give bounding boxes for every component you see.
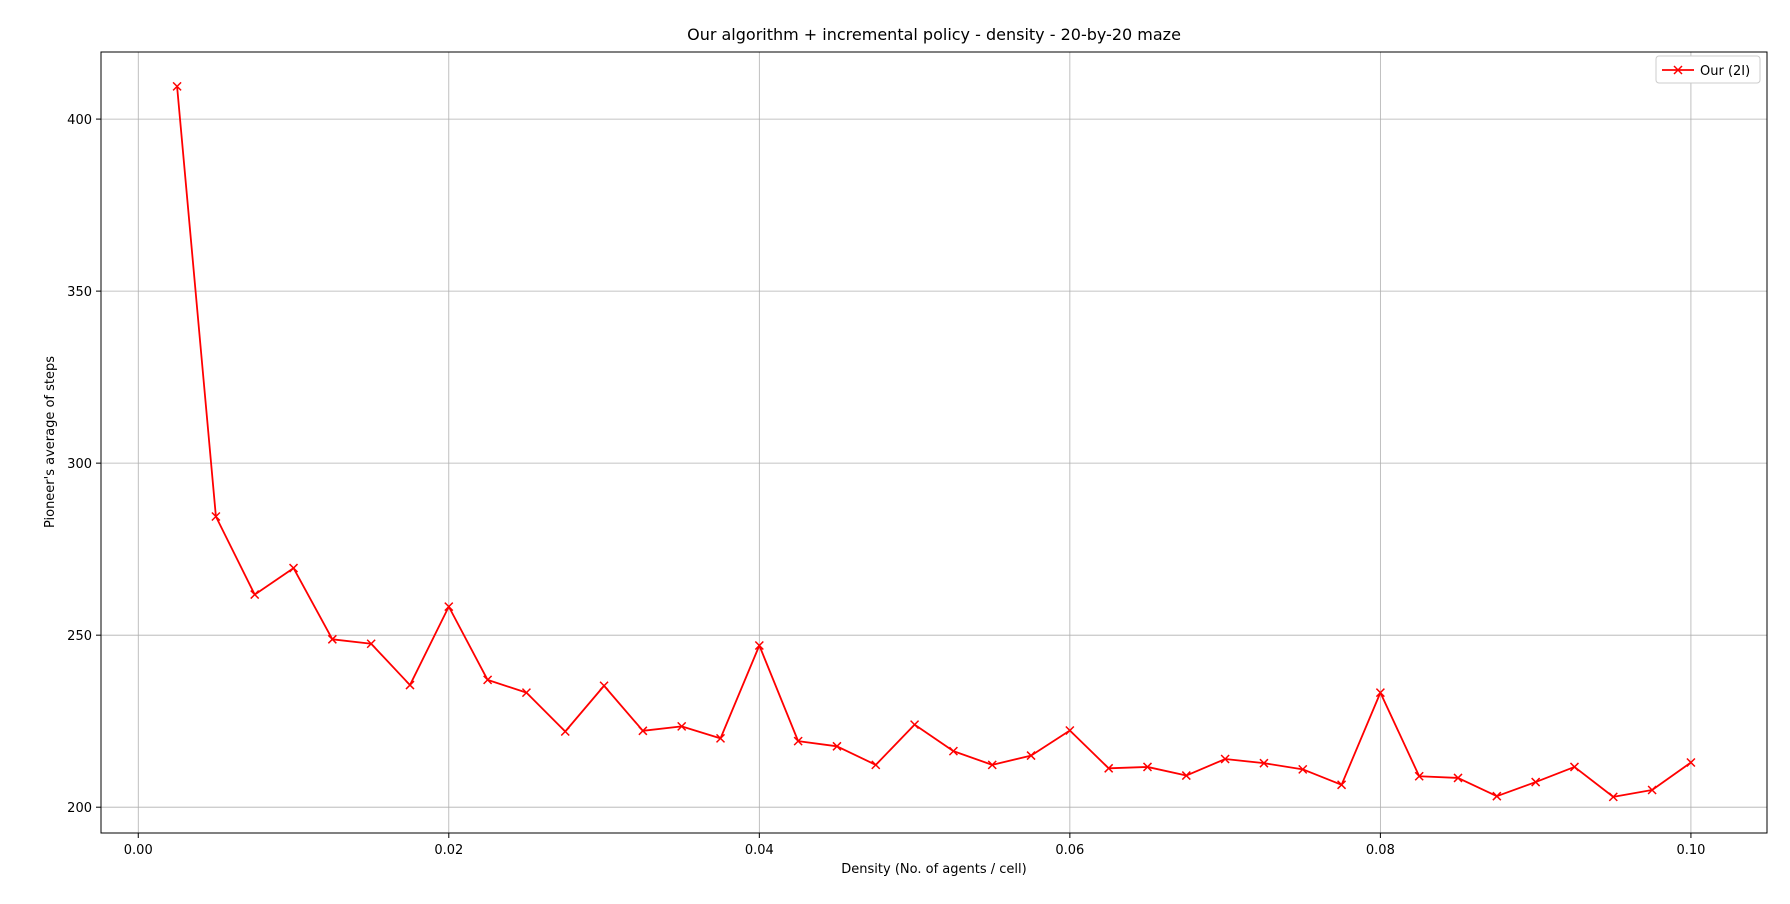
legend-label: Our (2I) xyxy=(1700,64,1750,79)
data-point-marker xyxy=(832,741,842,751)
x-tick-label: 0.06 xyxy=(1055,843,1084,858)
series-layer xyxy=(172,81,1696,802)
data-point-marker xyxy=(599,681,609,691)
data-point-marker xyxy=(288,563,299,573)
data-point-marker xyxy=(1220,754,1230,764)
data-point-marker xyxy=(1608,792,1618,802)
y-tick-label: 400 xyxy=(67,113,92,128)
data-point-marker xyxy=(172,81,182,91)
y-axis-label: Pioneer's average of steps xyxy=(43,356,58,528)
data-point-marker xyxy=(521,688,531,698)
legend-marker-icon xyxy=(1673,65,1683,75)
data-point-marker xyxy=(1181,771,1191,781)
data-point-marker xyxy=(638,726,648,736)
data-point-marker xyxy=(483,675,493,685)
data-point-marker xyxy=(560,726,570,737)
y-tick-label: 250 xyxy=(67,629,92,644)
data-point-marker xyxy=(1026,751,1036,761)
data-point-marker xyxy=(1259,758,1269,768)
x-axis-ticks: 0.00 0.02 0.04 0.06 0.08 0.10 xyxy=(124,833,1705,858)
data-point-marker xyxy=(1414,771,1424,781)
y-tick-label: 200 xyxy=(67,801,92,816)
data-point-marker xyxy=(1453,773,1463,783)
x-tick-label: 0.00 xyxy=(124,843,153,858)
data-point-marker xyxy=(444,602,454,612)
data-point-marker xyxy=(1531,777,1541,787)
data-point-marker xyxy=(1686,757,1696,767)
data-point-marker xyxy=(405,680,415,690)
grid-lines xyxy=(101,52,1767,833)
x-tick-label: 0.08 xyxy=(1366,843,1395,858)
data-point-marker xyxy=(366,639,376,649)
y-tick-label: 350 xyxy=(67,285,92,300)
plot-frame xyxy=(100,51,1768,834)
x-tick-label: 0.02 xyxy=(434,843,463,858)
chart-title: Our algorithm + incremental policy - den… xyxy=(687,25,1181,44)
data-point-marker xyxy=(715,733,726,743)
x-tick-label: 0.10 xyxy=(1676,843,1705,858)
data-point-marker xyxy=(327,634,337,644)
data-point-marker xyxy=(211,511,221,522)
legend: Our (2I) xyxy=(1655,55,1761,84)
series-line xyxy=(176,86,1692,798)
data-point-marker xyxy=(910,720,920,730)
y-tick-label: 300 xyxy=(67,457,92,472)
x-tick-label: 0.04 xyxy=(745,843,774,858)
data-point-marker xyxy=(1337,780,1347,790)
data-point-marker xyxy=(1104,763,1114,773)
data-point-marker xyxy=(1647,785,1657,795)
data-point-marker xyxy=(1569,762,1580,772)
data-point-marker xyxy=(677,721,687,731)
x-axis-label: Density (No. of agents / cell) xyxy=(841,862,1026,877)
legend-box xyxy=(1655,55,1761,84)
y-axis-ticks: 200 250 300 350 400 xyxy=(67,113,101,816)
data-point-marker xyxy=(948,746,958,756)
data-point-marker xyxy=(1298,764,1308,774)
data-point-marker xyxy=(1492,791,1502,801)
data-point-marker xyxy=(1142,762,1153,772)
data-point-marker xyxy=(1065,725,1075,736)
data-point-marker xyxy=(987,760,997,770)
data-point-marker xyxy=(250,590,260,600)
data-point-marker xyxy=(793,736,803,746)
data-point-marker xyxy=(871,760,881,770)
data-point-marker xyxy=(1375,688,1385,698)
data-point-marker xyxy=(754,640,764,651)
